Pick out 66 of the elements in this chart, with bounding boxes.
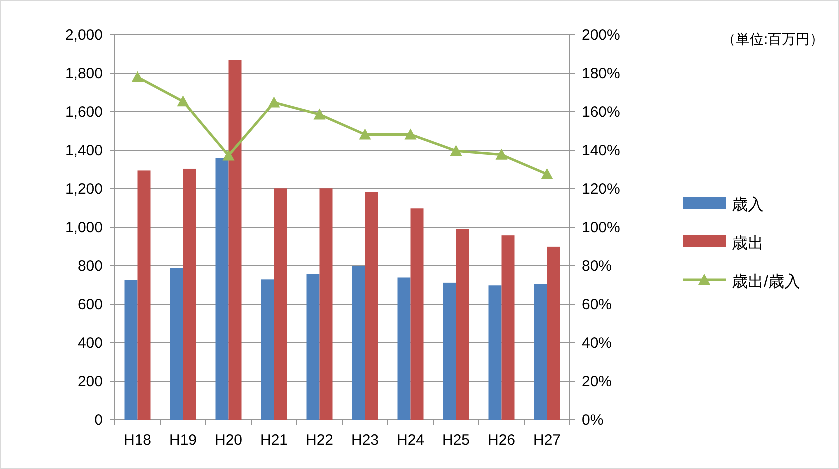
y-tick-label: 1,800 [65,66,103,82]
point [268,96,280,108]
bar [443,282,456,420]
y-tick-label: 1,000 [65,220,103,236]
y2-tick-label: 120% [582,181,620,198]
bar [534,284,548,420]
y-tick-label: 2,000 [65,27,103,44]
point [132,71,144,82]
legend-label: 歳入 [732,196,764,214]
point [541,168,554,180]
point [496,148,508,160]
y2-tick-label: 140% [582,142,620,160]
bar [410,208,424,420]
x-tick-label: H26 [488,432,516,449]
bar [216,158,229,420]
x-tick-label: H18 [124,432,152,449]
y-tick-label: 400 [78,335,103,352]
bar [124,280,138,420]
y2-tick-label: 160% [582,104,620,121]
text: （単位:百万円） [722,31,824,47]
y2-tick-label: 20% [582,374,612,390]
bar [547,246,560,420]
x-tick-label: H25 [442,432,470,449]
x-tick-label: H27 [533,432,562,449]
bar [365,192,378,420]
point [177,96,190,107]
bar [488,286,502,420]
bar [502,236,515,420]
point [314,108,326,120]
point [450,145,462,156]
bar [261,280,274,420]
bar [320,188,333,420]
y2-tick-label: 200% [582,27,620,44]
y-tick-label: 1,400 [65,142,103,160]
y-tick-label: 800 [78,258,103,275]
y-tick-label: 1,600 [65,104,103,121]
y-tick-label: 0 [94,412,103,429]
x-tick-label: H23 [351,432,380,449]
y-tick-label: 600 [78,296,103,314]
point [222,150,235,161]
bar [456,229,470,420]
y2-tick-label: 80% [582,258,612,275]
legend-label: 歳出 [732,234,764,252]
y2-tick-label: 100% [582,220,620,236]
bar [138,170,151,420]
y-tick-label: 1,200 [65,181,103,198]
y-tick-label: 200 [78,374,103,390]
y2-tick-label: 60% [582,296,612,314]
point [404,128,417,140]
y2-tick-label: 180% [582,66,620,82]
x-tick-label: H22 [306,432,334,449]
point [359,128,372,140]
x-tick-label: H20 [214,432,243,449]
bar [274,188,288,420]
bar [170,268,184,420]
bar [398,278,411,420]
bar [352,266,366,420]
legend-label: 歳出/歳入 [732,273,800,291]
y2-tick-label: 40% [582,335,612,352]
y2-tick-label: 0% [582,412,604,429]
x-tick-label: H24 [396,432,425,449]
bar [306,274,320,420]
bar [228,60,242,420]
x-tick-label: H21 [260,432,288,449]
x-tick-label: H19 [169,432,198,449]
bar [183,168,196,420]
